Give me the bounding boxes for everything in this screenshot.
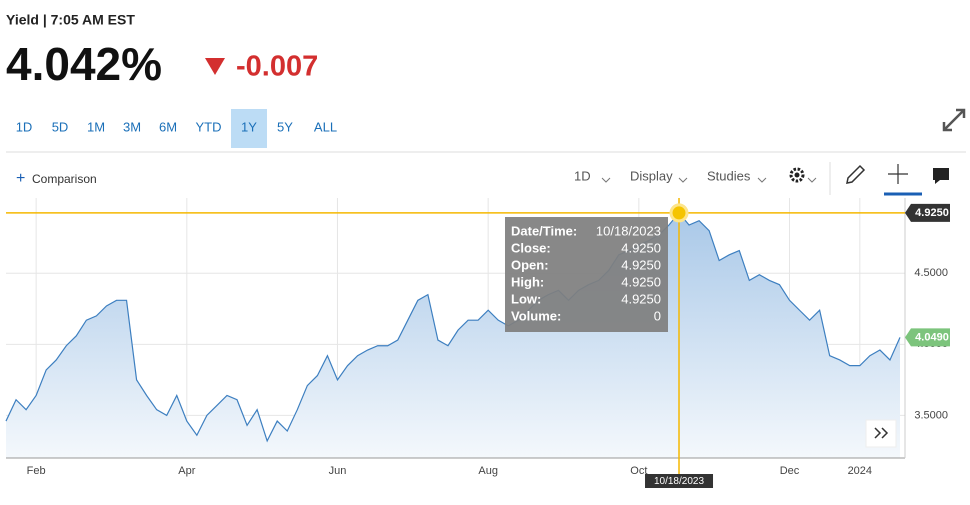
- x-tick-label: Aug: [478, 465, 498, 477]
- scroll-icon: [874, 427, 889, 439]
- tooltip-label: Close:: [511, 240, 551, 255]
- crosshair-date-tag: [645, 474, 714, 488]
- tooltip-label: Volume:: [511, 308, 561, 323]
- tooltip-label: Low:: [511, 291, 541, 306]
- x-tick-label: Feb: [27, 465, 46, 477]
- tooltip-value: 0: [654, 308, 661, 323]
- tooltip-value: 4.9250: [621, 257, 661, 272]
- tooltip-value: 4.9250: [621, 274, 661, 289]
- tooltip-value: 10/18/2023: [596, 223, 661, 238]
- last-value-tag: [905, 328, 950, 347]
- tooltip-label: Open:: [511, 257, 549, 272]
- range-button[interactable]: 5Y: [277, 119, 293, 134]
- crosshair-date-label: 10/18/2023: [654, 476, 704, 487]
- x-tick-label: 2024: [848, 465, 872, 477]
- tooltip: [505, 217, 668, 332]
- tooltip-value: 4.9250: [621, 291, 661, 306]
- range-button[interactable]: 1Y: [241, 119, 257, 134]
- range-button[interactable]: 5D: [52, 119, 69, 134]
- comment-icon[interactable]: [933, 168, 949, 184]
- tooltip-label: Date/Time:: [511, 223, 577, 238]
- crosshair-icon[interactable]: [888, 164, 908, 184]
- studies[interactable]: Studies: [707, 168, 751, 183]
- y-tick-label: 4.5000: [914, 267, 948, 279]
- y-tick-label: 3.5000: [914, 409, 948, 421]
- crosshair-point: [669, 203, 689, 223]
- x-tick-label: Apr: [178, 465, 195, 477]
- change: -0.007: [236, 51, 318, 83]
- header-title: Yield | 7:05 AM EST: [6, 12, 135, 28]
- range-selected-bg: [231, 109, 267, 148]
- chevrons: [601, 177, 817, 183]
- range-button[interactable]: 6M: [159, 119, 177, 134]
- interval[interactable]: 1D: [574, 168, 591, 183]
- line: [5, 211, 901, 443]
- range-button[interactable]: 1M: [87, 119, 105, 134]
- scroll-button[interactable]: [865, 419, 897, 448]
- plot: 3.50004.00004.5000FebAprJunAugOctDec2024…: [5, 198, 950, 488]
- area: [6, 212, 900, 458]
- range-button[interactable]: YTD: [196, 119, 222, 134]
- draw-icon[interactable]: [846, 164, 866, 184]
- settings-icon[interactable]: [789, 167, 805, 183]
- down-arrow: [205, 58, 225, 75]
- tooltip-label: High:: [511, 274, 544, 289]
- range-button[interactable]: 3M: [123, 119, 141, 134]
- plus-icon[interactable]: +: [16, 170, 25, 187]
- range-button[interactable]: 1D: [16, 119, 33, 134]
- x-tick-label: Dec: [780, 465, 800, 477]
- crosshair-value-tag: [905, 203, 950, 222]
- comparison[interactable]: Comparison: [32, 172, 97, 186]
- range-button[interactable]: ALL: [314, 119, 337, 134]
- expand-icon[interactable]: [942, 108, 966, 132]
- display[interactable]: Display: [630, 168, 673, 183]
- tooltip-value: 4.9250: [621, 240, 661, 255]
- x-tick-label: Jun: [329, 465, 347, 477]
- range-buttons: 1D 5D 1M 3M 6M YTD 1Y 5Y ALL: [16, 109, 337, 148]
- x-tick-label: Oct: [630, 465, 647, 477]
- crosshair-value-label: 4.9250: [915, 207, 949, 219]
- last-value-label: 4.0490: [915, 331, 949, 343]
- price: 4.042%: [6, 38, 162, 90]
